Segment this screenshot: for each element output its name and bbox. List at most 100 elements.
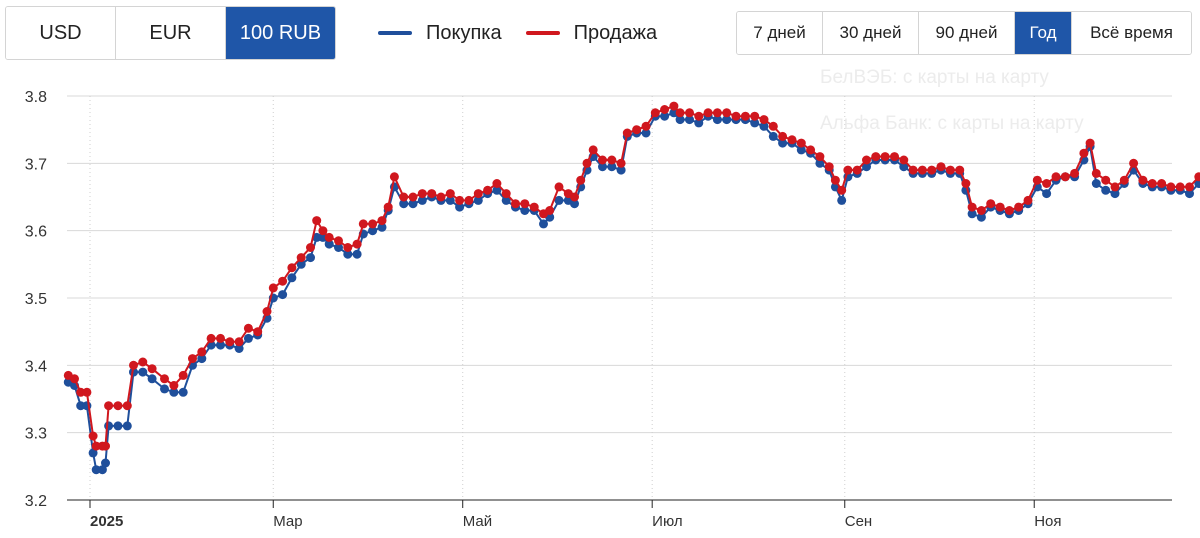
data-point-buy — [554, 195, 564, 205]
data-point-sell — [796, 138, 806, 148]
data-point-sell — [1175, 182, 1185, 192]
data-point-buy — [1110, 189, 1120, 199]
data-point-sell — [324, 232, 334, 242]
data-point-buy — [97, 465, 107, 475]
data-point-sell — [976, 206, 986, 215]
data-point-sell — [824, 162, 834, 172]
data-point-sell — [582, 158, 592, 168]
data-point-sell — [178, 370, 188, 380]
data-point-sell — [1060, 172, 1070, 182]
data-point-sell — [830, 175, 840, 185]
data-point-sell — [464, 195, 474, 205]
data-point-buy — [234, 344, 244, 353]
data-point-sell — [334, 236, 343, 246]
data-point-sell — [917, 165, 927, 175]
data-point-buy — [675, 115, 685, 125]
data-point-sell — [1014, 202, 1024, 212]
currency-tab-usd[interactable]: USD — [6, 7, 116, 59]
background-text: БелВЭБ: с карты на карту — [820, 67, 1049, 88]
data-point-buy — [1091, 179, 1101, 188]
legend-item-buy[interactable]: Покупка — [378, 22, 502, 45]
data-point-sell — [352, 239, 362, 249]
data-point-buy — [377, 222, 387, 232]
data-point-sell — [685, 108, 694, 118]
data-point-sell — [787, 135, 797, 145]
data-point-sell — [287, 263, 297, 273]
data-point-sell — [622, 128, 632, 138]
data-point-buy — [976, 212, 986, 222]
data-point-sell — [961, 179, 971, 188]
data-point-sell — [837, 185, 847, 195]
data-point-sell — [607, 155, 617, 165]
data-point-sell — [473, 189, 483, 199]
data-point-buy — [287, 273, 297, 283]
data-point-sell — [88, 431, 98, 441]
data-point-sell — [759, 115, 769, 125]
data-point-buy — [91, 465, 101, 475]
data-point-buy — [417, 195, 427, 205]
background-text: Альфа Банк: с карты на карту — [820, 113, 1084, 134]
data-point-buy — [607, 162, 617, 172]
period-tab-30d[interactable]: 30 дней — [823, 12, 919, 54]
data-point-buy — [368, 226, 378, 236]
data-point-buy — [899, 162, 909, 172]
data-point-buy — [306, 253, 315, 263]
data-point-sell — [243, 323, 253, 333]
data-point-sell — [169, 381, 179, 390]
data-point-sell — [253, 327, 263, 337]
data-point-sell — [731, 111, 741, 121]
data-point-sell — [113, 401, 123, 411]
data-point-buy — [1042, 189, 1052, 199]
data-point-buy — [660, 111, 670, 121]
data-point-sell — [383, 202, 393, 212]
data-point-sell — [806, 145, 816, 155]
data-point-sell — [1004, 206, 1014, 215]
data-point-buy — [169, 387, 179, 397]
series-line-sell — [67, 104, 1200, 448]
data-point-sell — [641, 121, 651, 131]
period-tab-all-time[interactable]: Всё время — [1072, 12, 1191, 54]
data-point-sell — [377, 216, 387, 226]
data-point-sell — [936, 162, 946, 172]
currency-tab-100rub[interactable]: 100 RUB — [226, 7, 335, 59]
period-tab-year[interactable]: Год — [1015, 12, 1072, 54]
data-point-buy — [759, 121, 769, 131]
data-point-sell — [306, 243, 315, 252]
data-point-buy — [88, 448, 98, 458]
data-point-sell — [1070, 168, 1080, 178]
data-point-buy — [178, 387, 188, 397]
period-tab-7d[interactable]: 7 дней — [737, 12, 823, 54]
period-tab-90d[interactable]: 90 дней — [919, 12, 1015, 54]
data-point-sell — [967, 202, 977, 212]
data-point-sell — [986, 199, 996, 209]
currency-tab-eur[interactable]: EUR — [116, 7, 226, 59]
data-point-sell — [1119, 175, 1129, 185]
legend-item-sell[interactable]: Продажа — [525, 22, 657, 45]
data-point-buy — [296, 259, 306, 269]
data-point-sell — [206, 333, 216, 343]
data-point-buy — [352, 249, 362, 259]
data-point-sell — [945, 165, 955, 175]
data-point-sell — [1032, 175, 1042, 185]
data-point-buy — [160, 384, 169, 394]
x-tick-label: Сен — [845, 513, 872, 530]
data-point-sell — [445, 189, 455, 199]
data-point-sell — [399, 192, 409, 202]
data-point-sell — [82, 387, 92, 397]
data-point-buy — [598, 162, 607, 172]
data-point-buy — [492, 185, 502, 195]
data-point-buy — [796, 145, 806, 155]
data-point-sell — [101, 441, 110, 451]
data-point-sell — [1129, 158, 1139, 168]
period-selector: 7 дней 30 дней 90 дней Год Всё время — [736, 11, 1192, 55]
y-tick-label: 3.7 — [25, 156, 47, 173]
data-point-buy — [399, 199, 409, 209]
data-point-buy — [138, 367, 148, 377]
data-point-buy — [862, 162, 871, 172]
data-point-buy — [1185, 189, 1194, 199]
data-point-sell — [908, 165, 918, 175]
data-point-buy — [318, 232, 328, 242]
data-point-sell — [694, 111, 704, 121]
data-point-sell — [1085, 138, 1095, 148]
data-point-sell — [408, 192, 418, 202]
